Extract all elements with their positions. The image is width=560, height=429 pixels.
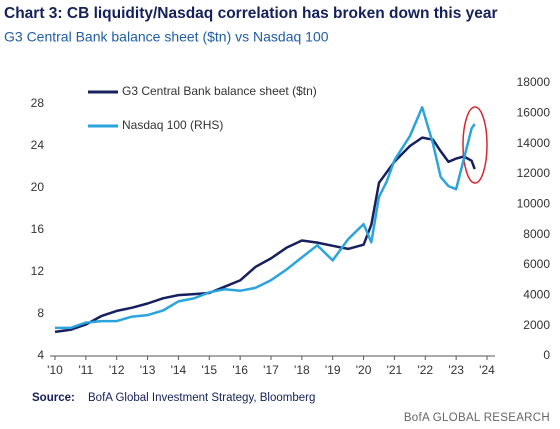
legend-label: G3 Central Bank balance sheet ($tn) — [122, 84, 317, 98]
x-tick-label: '13 — [140, 363, 156, 377]
x-tick-label: '12 — [109, 363, 125, 377]
x-tick-label: '20 — [356, 363, 372, 377]
chart-title: Chart 3: CB liquidity/Nasdaq correlation… — [4, 5, 498, 22]
y-tick-label: 24 — [31, 138, 45, 152]
y2-tick-label: 10000 — [517, 197, 551, 211]
y-tick-label: 12 — [31, 264, 45, 278]
chart-subtitle: G3 Central Bank balance sheet ($tn) vs N… — [4, 29, 329, 45]
y-tick-label: 28 — [31, 96, 45, 110]
y2-tick-label: 12000 — [517, 166, 551, 180]
y-tick-label: 8 — [37, 306, 44, 320]
source: BofA Global Investment Strategy, Bloombe… — [88, 392, 315, 404]
x-tick-label: '15 — [201, 363, 217, 377]
y2-tick-label: 18000 — [517, 75, 551, 89]
footer: BofA GLOBAL RESEARCH — [404, 412, 550, 424]
y2-tick-label: 4000 — [523, 288, 550, 302]
x-tick-label: '18 — [294, 363, 310, 377]
y-tick-label: 4 — [37, 348, 44, 362]
x-tick-label: '21 — [387, 363, 403, 377]
x-tick-label: '19 — [325, 363, 341, 377]
y2-tick-label: 0 — [543, 348, 550, 362]
y-tick-label: 16 — [31, 222, 45, 236]
series-line — [54, 136, 476, 334]
x-tick-label: '24 — [479, 363, 495, 377]
y2-tick-label: 6000 — [523, 257, 550, 271]
x-tick-label: '17 — [263, 363, 279, 377]
y2-tick-label: 2000 — [523, 318, 550, 332]
y2-tick-label: 8000 — [523, 227, 550, 241]
x-tick-label: '22 — [417, 363, 433, 377]
source-label: Source: — [32, 392, 75, 404]
x-tick-label: '10 — [47, 363, 63, 377]
legend-label: Nasdaq 100 (RHS) — [122, 118, 223, 132]
x-tick-label: '14 — [171, 363, 187, 377]
y2-tick-label: 16000 — [517, 106, 551, 120]
x-tick-label: '23 — [448, 363, 464, 377]
y-tick-label: 20 — [31, 180, 45, 194]
x-tick-label: '16 — [232, 363, 248, 377]
y2-tick-label: 14000 — [517, 136, 551, 150]
series-line — [55, 106, 476, 330]
x-tick-label: '11 — [78, 363, 93, 377]
highlight-ellipse — [462, 106, 488, 184]
